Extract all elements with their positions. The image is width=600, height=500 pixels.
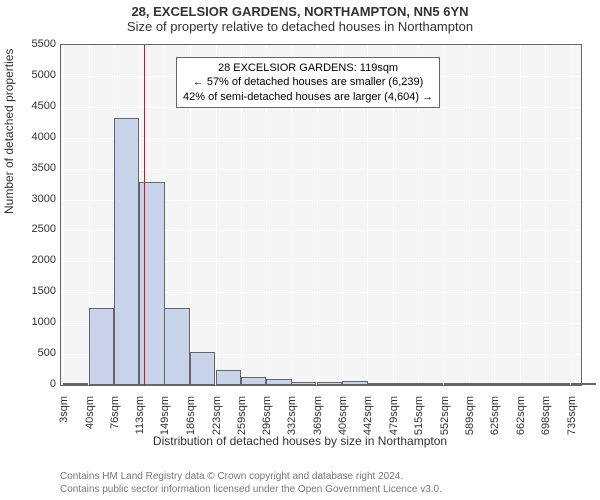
histogram-bar	[216, 370, 241, 385]
info-line-3: 42% of semi-detached houses are larger (…	[183, 90, 433, 104]
histogram-bar	[291, 382, 316, 385]
y-axis-label: Number of detached properties	[2, 49, 16, 214]
gridline-v	[520, 45, 521, 385]
x-tick-label: 479sqm	[388, 396, 400, 446]
histogram-bar	[571, 383, 596, 385]
histogram-bar	[241, 377, 266, 385]
footer: Contains HM Land Registry data © Crown c…	[60, 471, 590, 496]
histogram-bar	[469, 383, 494, 385]
gridline-v	[469, 45, 470, 385]
histogram-bar	[545, 383, 570, 385]
x-tick-label: 76sqm	[109, 396, 121, 446]
histogram-bar	[266, 379, 291, 385]
y-tick-label: 2000	[16, 254, 56, 266]
histogram-bar	[520, 383, 545, 385]
x-tick-label: 113sqm	[134, 396, 146, 446]
info-line-2: ← 57% of detached houses are smaller (6,…	[183, 75, 433, 89]
marker-line	[144, 45, 145, 385]
x-tick-label: 369sqm	[312, 396, 324, 446]
info-box: 28 EXCELSIOR GARDENS: 119sqm ← 57% of de…	[176, 57, 440, 108]
title-sub: Size of property relative to detached ho…	[0, 19, 600, 36]
x-tick-label: 332sqm	[286, 396, 298, 446]
y-tick-label: 0	[16, 378, 56, 390]
y-tick-label: 4000	[16, 131, 56, 143]
gridline-v	[63, 45, 64, 385]
chart-container: Number of detached properties 28 EXCELSI…	[0, 36, 600, 456]
x-tick-label: 223sqm	[211, 396, 223, 446]
info-line-1: 28 EXCELSIOR GARDENS: 119sqm	[183, 61, 433, 75]
x-tick-label: 149sqm	[159, 396, 171, 446]
x-tick-label: 296sqm	[261, 396, 273, 446]
histogram-bar	[393, 383, 418, 385]
histogram-bar	[444, 383, 469, 385]
x-tick-label: 406sqm	[337, 396, 349, 446]
y-tick-label: 5000	[16, 69, 56, 81]
histogram-bar	[190, 352, 215, 385]
y-tick-label: 5500	[16, 38, 56, 50]
y-tick-label: 2500	[16, 223, 56, 235]
x-tick-label: 40sqm	[84, 396, 96, 446]
histogram-bar	[89, 308, 114, 385]
y-tick-label: 500	[16, 347, 56, 359]
histogram-bar	[494, 383, 519, 385]
y-tick-label: 1000	[16, 316, 56, 328]
gridline-v	[545, 45, 546, 385]
gridline-v	[494, 45, 495, 385]
footer-line-2: Contains public sector information licen…	[60, 484, 590, 497]
x-tick-label: 442sqm	[362, 396, 374, 446]
x-tick-label: 552sqm	[439, 396, 451, 446]
x-tick-label: 186sqm	[185, 396, 197, 446]
x-tick-label: 735sqm	[566, 396, 578, 446]
x-tick-label: 259sqm	[236, 396, 248, 446]
plot-area: 28 EXCELSIOR GARDENS: 119sqm ← 57% of de…	[60, 44, 582, 386]
y-tick-label: 4500	[16, 100, 56, 112]
histogram-bar	[342, 381, 367, 385]
x-tick-label: 698sqm	[540, 396, 552, 446]
histogram-bar	[114, 118, 139, 385]
y-tick-label: 3000	[16, 193, 56, 205]
x-tick-label: 3sqm	[58, 396, 70, 446]
y-tick-label: 1500	[16, 285, 56, 297]
x-tick-label: 625sqm	[489, 396, 501, 446]
gridline-v	[571, 45, 572, 385]
x-tick-label: 515sqm	[413, 396, 425, 446]
x-tick-label: 662sqm	[515, 396, 527, 446]
y-tick-label: 3500	[16, 162, 56, 174]
histogram-bar	[63, 383, 88, 385]
histogram-bar	[418, 383, 443, 385]
title-main: 28, EXCELSIOR GARDENS, NORTHAMPTON, NN5 …	[0, 0, 600, 19]
histogram-bar	[317, 382, 342, 385]
histogram-bar	[164, 308, 189, 385]
footer-line-1: Contains HM Land Registry data © Crown c…	[60, 471, 590, 484]
x-tick-label: 589sqm	[464, 396, 476, 446]
histogram-bar	[367, 383, 392, 385]
gridline-v	[444, 45, 445, 385]
